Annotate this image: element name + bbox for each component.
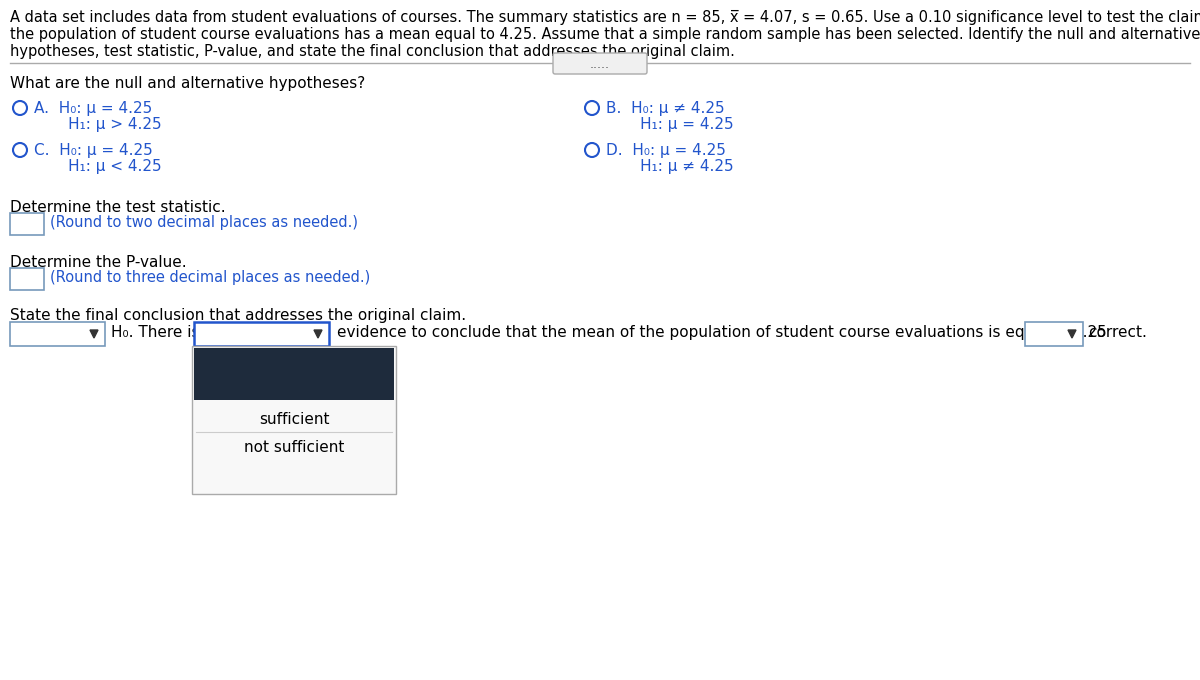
FancyBboxPatch shape <box>553 53 647 74</box>
Text: Determine the test statistic.: Determine the test statistic. <box>10 200 226 215</box>
Text: D.  H₀: μ = 4.25: D. H₀: μ = 4.25 <box>606 143 726 158</box>
FancyBboxPatch shape <box>194 322 329 346</box>
Text: (Round to two decimal places as needed.): (Round to two decimal places as needed.) <box>50 215 358 230</box>
Text: (Round to three decimal places as needed.): (Round to three decimal places as needed… <box>50 270 371 285</box>
Text: Determine the P-value.: Determine the P-value. <box>10 255 187 270</box>
FancyBboxPatch shape <box>194 348 394 400</box>
Text: H₁: μ > 4.25: H₁: μ > 4.25 <box>34 117 162 132</box>
FancyBboxPatch shape <box>1025 322 1084 346</box>
Text: .....: ..... <box>590 58 610 71</box>
Text: the population of student course evaluations has a mean equal to 4.25. Assume th: the population of student course evaluat… <box>10 27 1200 42</box>
Text: sufficient: sufficient <box>259 412 329 427</box>
Text: H₁: μ < 4.25: H₁: μ < 4.25 <box>34 159 162 174</box>
Text: H₁: μ = 4.25: H₁: μ = 4.25 <box>606 117 733 132</box>
FancyBboxPatch shape <box>10 213 44 235</box>
FancyBboxPatch shape <box>192 346 396 494</box>
Text: What are the null and alternative hypotheses?: What are the null and alternative hypoth… <box>10 76 365 91</box>
Polygon shape <box>314 330 322 338</box>
Text: not sufficient: not sufficient <box>244 440 344 455</box>
Text: H₁: μ ≠ 4.25: H₁: μ ≠ 4.25 <box>606 159 733 174</box>
FancyBboxPatch shape <box>10 268 44 290</box>
FancyBboxPatch shape <box>10 322 106 346</box>
Text: H₀. There is: H₀. There is <box>112 325 199 340</box>
Polygon shape <box>1068 330 1076 338</box>
Text: A.  H₀: μ = 4.25: A. H₀: μ = 4.25 <box>34 101 152 116</box>
Text: A data set includes data from student evaluations of courses. The summary statis: A data set includes data from student ev… <box>10 10 1200 25</box>
Text: State the final conclusion that addresses the original claim.: State the final conclusion that addresse… <box>10 308 466 323</box>
Text: correct.: correct. <box>1088 325 1147 340</box>
Text: evidence to conclude that the mean of the population of student course evaluatio: evidence to conclude that the mean of th… <box>337 325 1106 340</box>
Text: C.  H₀: μ = 4.25: C. H₀: μ = 4.25 <box>34 143 152 158</box>
Text: hypotheses, test statistic, P-value, and state the final conclusion that address: hypotheses, test statistic, P-value, and… <box>10 44 734 59</box>
Polygon shape <box>90 330 98 338</box>
Text: B.  H₀: μ ≠ 4.25: B. H₀: μ ≠ 4.25 <box>606 101 725 116</box>
